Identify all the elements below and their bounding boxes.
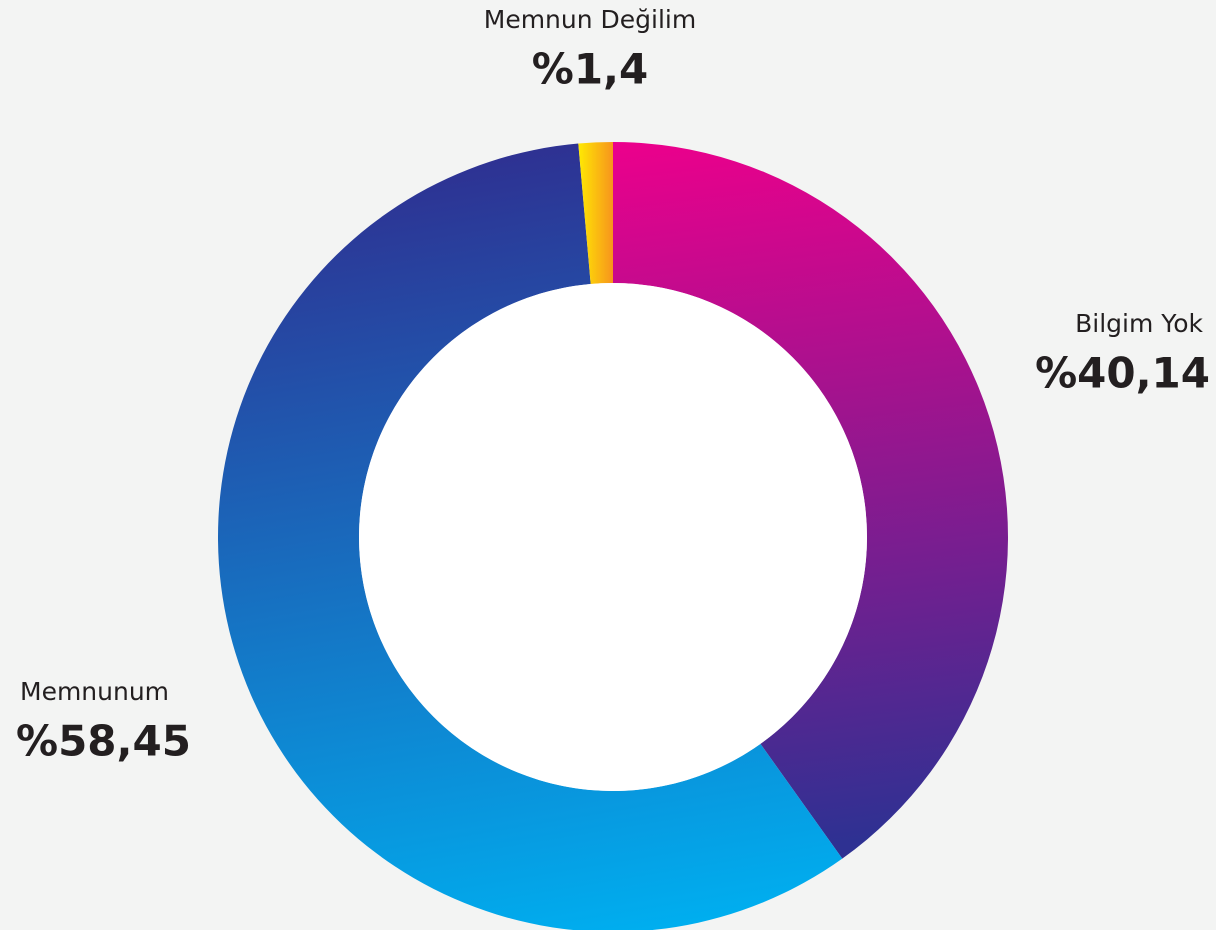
slice-value-label: %1,4 bbox=[532, 45, 648, 94]
slice-value-label: %58,45 bbox=[16, 717, 191, 766]
donut-slice bbox=[613, 142, 1008, 859]
donut-slice bbox=[578, 142, 613, 284]
slice-value-label: %40,14 bbox=[1035, 349, 1210, 398]
donut-hole bbox=[359, 283, 867, 791]
slice-name: Memnunum bbox=[20, 677, 169, 706]
donut-slice bbox=[218, 143, 843, 930]
slice-name: Memnun Değilim bbox=[484, 5, 696, 34]
donut bbox=[218, 142, 1008, 930]
slice-name: Bilgim Yok bbox=[1075, 309, 1203, 338]
